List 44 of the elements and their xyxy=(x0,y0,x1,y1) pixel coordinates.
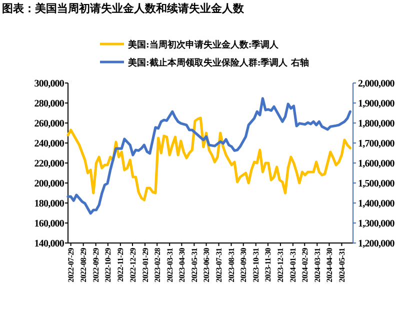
x-tick-label: 2022-09-29 xyxy=(92,248,101,282)
y2-tick-label: 1,500,000 xyxy=(358,178,395,190)
y-tick-label: 280,000 xyxy=(34,98,64,110)
chart-title: 图表：美国当周初请失业金人数和续请失业金人数 xyxy=(2,2,245,15)
y2-tick-label: 1,900,000 xyxy=(358,98,395,110)
y-tick-label: 240,000 xyxy=(34,138,64,150)
y-tick-label: 300,000 xyxy=(34,78,64,90)
x-tick-label: 2023-08-31 xyxy=(227,248,236,282)
x-tick-label: 2022-12-29 xyxy=(128,248,138,282)
y2-tick-label: 2,000,000 xyxy=(358,78,395,90)
y-tick-label: 220,000 xyxy=(34,158,64,170)
x-tick-label: 2023-05-31 xyxy=(190,248,199,282)
y-tick-label: 180,000 xyxy=(34,198,64,210)
x-tick-label: 2023-04-30 xyxy=(177,248,186,282)
x-tick-label: 2024-03-31 xyxy=(312,248,322,282)
x-tick-label: 2024-05-31 xyxy=(338,248,347,282)
y-tick-label: 200,000 xyxy=(34,178,64,190)
x-tick-label: 2023-01-29 xyxy=(140,248,150,282)
y-tick-label: 160,000 xyxy=(34,218,64,230)
x-tick-label: 2024-04-30 xyxy=(325,248,334,282)
y-tick-label: 140,000 xyxy=(34,238,64,250)
x-tick-label: 2023-02-28 xyxy=(152,248,162,282)
y2-tick-label: 1,200,000 xyxy=(358,238,395,250)
y-tick-label: 260,000 xyxy=(34,118,64,130)
x-tick-label: 2022-10-29 xyxy=(104,248,113,282)
x-tick-label: 2023-11-30 xyxy=(264,248,273,282)
x-tick-label: 2023-06-30 xyxy=(202,248,212,282)
y2-tick-label: 1,400,000 xyxy=(358,198,395,210)
y2-tick-label: 1,700,000 xyxy=(358,138,395,150)
x-tick-label: 2023-07-31 xyxy=(214,248,224,282)
x-tick-label: 2022-07-29 xyxy=(66,248,76,282)
x-tick-label: 2022-11-29 xyxy=(116,248,126,282)
x-tick-label: 2023-03-31 xyxy=(165,248,174,282)
x-tick-label: 2024-01-31 xyxy=(288,248,298,282)
x-tick-label: 2022-08-29 xyxy=(79,248,88,282)
x-tick-label: 2023-10-31 xyxy=(252,248,261,282)
y2-tick-label: 1,600,000 xyxy=(358,158,395,170)
x-tick-label: 2023-09-30 xyxy=(239,248,248,282)
y2-tick-label: 1,800,000 xyxy=(358,118,395,130)
legend-label: 美国:当周初次申请失业金人数:季调人 xyxy=(127,40,280,50)
x-tick-label: 2023-12-31 xyxy=(276,248,286,282)
legend-label: 美国:截止本周领取失业保险人群:季调人 右轴 xyxy=(127,58,309,68)
y2-tick-label: 1,300,000 xyxy=(358,218,395,230)
x-tick-label: 2024-02-29 xyxy=(300,248,310,282)
